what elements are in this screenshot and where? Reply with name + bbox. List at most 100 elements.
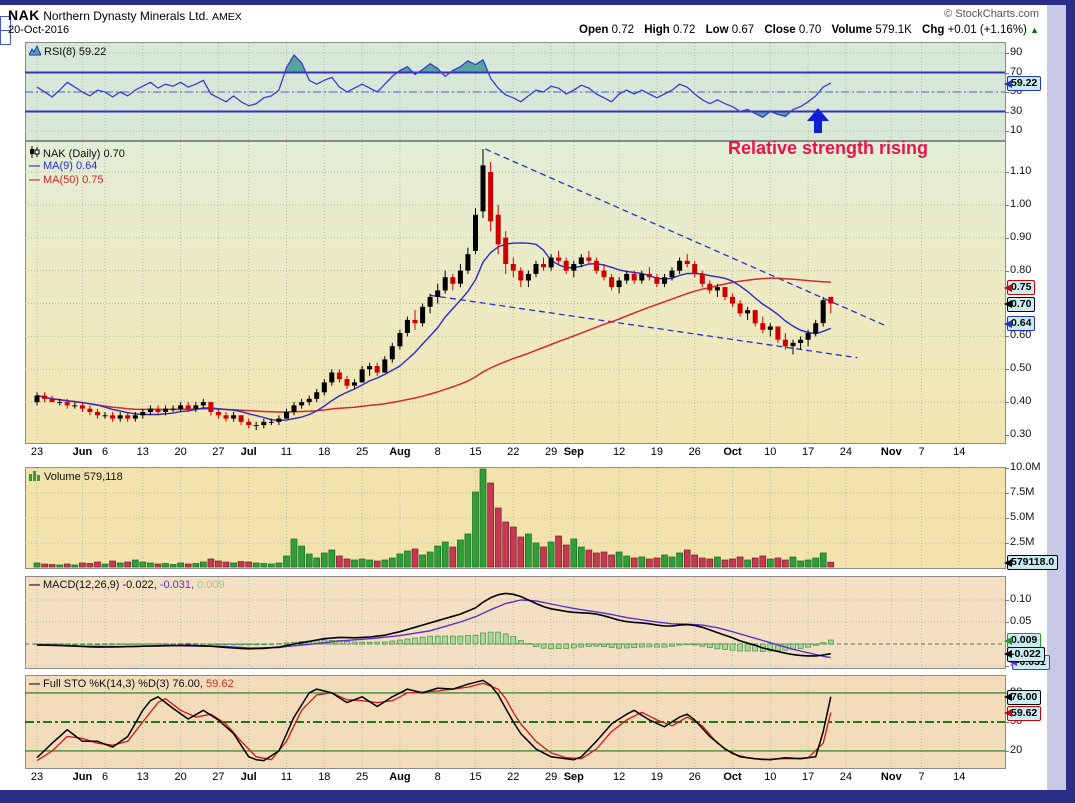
rsi-plot — [25, 43, 1005, 140]
candles-layer — [34, 149, 834, 431]
axis-tick — [1005, 468, 1009, 469]
x-axis-label: 23 — [30, 771, 44, 783]
x-axis-label: 7 — [918, 771, 925, 783]
x-axis-label: 29 — [544, 446, 558, 458]
axis-tick — [1005, 751, 1009, 752]
axis-callout-0.009: 0.009 — [1003, 633, 1042, 648]
axis-tick — [1005, 53, 1009, 54]
x-axis-label: Jun — [72, 446, 93, 458]
rsi-band-fill — [418, 63, 442, 73]
bottom-border — [0, 790, 1075, 803]
close-label: Close — [764, 24, 796, 36]
x-axis-label: 15 — [469, 771, 482, 783]
x-axis-label: Nov — [880, 446, 902, 458]
axis-tick — [1005, 72, 1009, 74]
x-axis-label: 11 — [280, 446, 293, 458]
x-axis-label: Sep — [563, 446, 584, 458]
macd-legend-signal: -0.031, — [159, 579, 195, 591]
y-axis-label: 5.0M — [1010, 511, 1035, 523]
macd-legend-name: MACD(12,26,9) — [43, 579, 120, 591]
y-axis-label: 30 — [1010, 104, 1023, 117]
y-axis-label: 0.05 — [1010, 615, 1032, 627]
right-border — [1066, 0, 1075, 803]
macd-plot — [25, 577, 1005, 667]
axis-tick — [1005, 493, 1009, 494]
y-axis-label: 0.10 — [1010, 593, 1032, 605]
x-axis-label: Oct — [723, 446, 742, 458]
ma50-line-swatch: — — [29, 174, 40, 186]
x-axis-label: 15 — [469, 446, 482, 458]
x-axis-label: 12 — [612, 771, 626, 783]
window-edge-fragment — [0, 30, 11, 45]
x-axis-label: Aug — [389, 771, 411, 783]
axis-tick — [1005, 204, 1009, 206]
volume-plot — [25, 467, 1005, 568]
macd-line — [36, 592, 831, 657]
x-axis-label: 20 — [174, 446, 187, 458]
ticker-symbol: NAK — [8, 7, 40, 23]
ma50-line — [36, 277, 831, 413]
axis-callout-59.22: 59.22 — [1003, 76, 1042, 91]
low-label: Low — [705, 24, 729, 36]
y-axis-label: 0.30 — [1010, 428, 1032, 440]
x-axis-label: Oct — [723, 771, 742, 783]
y-axis-label: 7.5M — [1010, 486, 1035, 498]
rsi-band-fill — [284, 55, 306, 73]
x-axis-label: 26 — [688, 446, 701, 458]
stochastics-plot — [25, 676, 1005, 767]
area-chart-icon — [28, 44, 42, 56]
x-axis-label: 26 — [688, 771, 701, 783]
x-axis-label: 6 — [101, 771, 109, 783]
macd-legend-value: -0.022, — [122, 579, 157, 591]
x-axis-label: 22 — [507, 771, 520, 783]
volume-bars-layer — [33, 468, 835, 568]
axis-tick — [1005, 518, 1009, 519]
axis-tick — [1005, 270, 1009, 272]
x-axis-label: 8 — [434, 771, 441, 783]
macd-legend: — MACD(12,26,9) -0.022, -0.031, 0.009 — [29, 579, 225, 591]
macd-signal-line — [36, 599, 831, 659]
sto-line-swatch: — — [29, 678, 40, 690]
axis-tick — [1005, 369, 1009, 371]
bar-chart-icon — [29, 471, 40, 481]
high-value: 0.72 — [672, 24, 696, 36]
open-value: 0.72 — [611, 24, 634, 36]
x-axis-label: 19 — [650, 446, 664, 458]
axis-callout-0.64: 0.64 — [1003, 316, 1036, 332]
axis-tick — [1005, 131, 1009, 132]
x-axis-label: 10 — [764, 771, 777, 783]
y-axis-label: 70 — [1010, 65, 1023, 78]
macd-legend-hist: 0.009 — [197, 579, 225, 591]
copyright-label: © StockCharts.com — [944, 8, 1039, 20]
axis-tick — [1005, 622, 1009, 623]
x-axis-label: 13 — [136, 446, 149, 458]
x-axis-label: Jun — [72, 771, 93, 783]
axis-tick — [1005, 111, 1009, 113]
axis-tick — [1005, 92, 1009, 93]
ma9-line-swatch: — — [29, 160, 40, 172]
x-axis-label: 18 — [318, 446, 331, 458]
x-axis-label: 7 — [918, 446, 925, 458]
rsi-legend-label: RSI(8) 59.22 — [44, 46, 107, 58]
y-axis-label: 1.10 — [1010, 165, 1032, 177]
x-axis-label: 8 — [434, 446, 441, 458]
axis-tick — [1005, 435, 1009, 436]
x-axis-label: Jul — [240, 771, 257, 783]
x-axis-label: 12 — [612, 446, 626, 458]
sto-k-line — [36, 679, 832, 762]
axis-callout-579118.0: 579118.0 — [1003, 555, 1059, 571]
x-axis-label: 19 — [650, 771, 664, 783]
volume-legend-label: Volume 579,118 — [44, 471, 123, 483]
axis-callout-0.75: 0.75 — [1003, 280, 1036, 296]
sto-legend-d: 59.62 — [206, 678, 234, 690]
chg-value: +0.01 (+1.16%) — [947, 24, 1027, 36]
axis-callout-0.70: 0.70 — [1003, 296, 1036, 312]
y-axis-label: 2.5M — [1010, 536, 1035, 548]
rsi-line — [36, 54, 832, 118]
sto-legend-name: Full STO %K(14,3) %D(3) — [43, 678, 170, 690]
axis-callout-59.62: 59.62 — [1003, 705, 1042, 721]
x-axis-label: 14 — [953, 446, 966, 458]
quote-summary: Open 0.72 High 0.72 Low 0.67 Close 0.70 … — [572, 24, 1039, 36]
trendline — [485, 148, 888, 328]
axis-tick — [1005, 336, 1009, 338]
